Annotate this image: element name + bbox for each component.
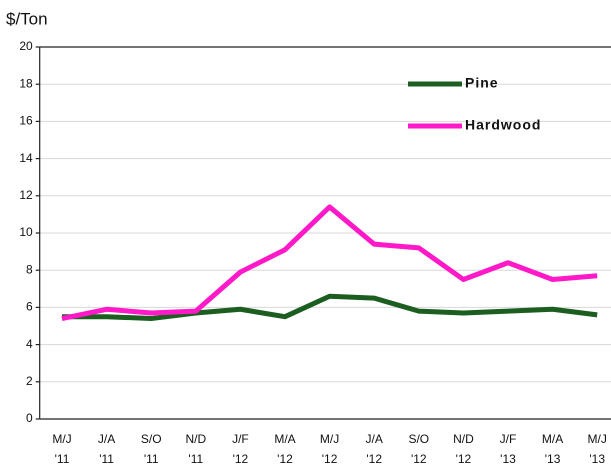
x-tick-label: S/O '12 xyxy=(408,432,429,466)
y-tick-label: 20 xyxy=(19,39,33,53)
series-line xyxy=(62,293,598,322)
legend-label: Pine xyxy=(465,75,499,91)
y-tick-label: 16 xyxy=(19,114,33,128)
x-tick-label: J/A '12 xyxy=(366,432,383,466)
series-line xyxy=(61,204,598,322)
legend-label: Hardwood xyxy=(465,117,541,133)
y-tick-label: 6 xyxy=(26,300,33,314)
y-tick-label: 14 xyxy=(19,151,33,165)
x-tick-label: M/J '11 xyxy=(52,432,71,466)
x-tick-label: S/O '11 xyxy=(141,432,162,466)
x-tick-label: N/D '12 xyxy=(453,432,474,466)
y-axis-label: $/Ton xyxy=(6,9,48,28)
y-tick-label: 2 xyxy=(26,374,33,388)
x-tick-label: J/A '11 xyxy=(98,432,115,466)
y-tick-label: 18 xyxy=(19,76,33,90)
y-tick-label: 4 xyxy=(26,337,33,351)
y-tick-label: 10 xyxy=(19,225,33,239)
x-tick-label: J/F '13 xyxy=(500,432,517,466)
y-tick-label: 0 xyxy=(26,411,33,425)
y-tick-label: 8 xyxy=(26,262,33,276)
x-tick-label: M/A '12 xyxy=(274,432,295,466)
x-tick-label: N/D '11 xyxy=(185,432,206,466)
x-tick-label: M/J '13 xyxy=(588,432,607,466)
x-tick-label: J/F '12 xyxy=(232,432,249,466)
y-tick-label: 12 xyxy=(19,188,33,202)
x-tick-label: M/A '13 xyxy=(542,432,563,466)
x-tick-label: M/J '12 xyxy=(320,432,339,466)
